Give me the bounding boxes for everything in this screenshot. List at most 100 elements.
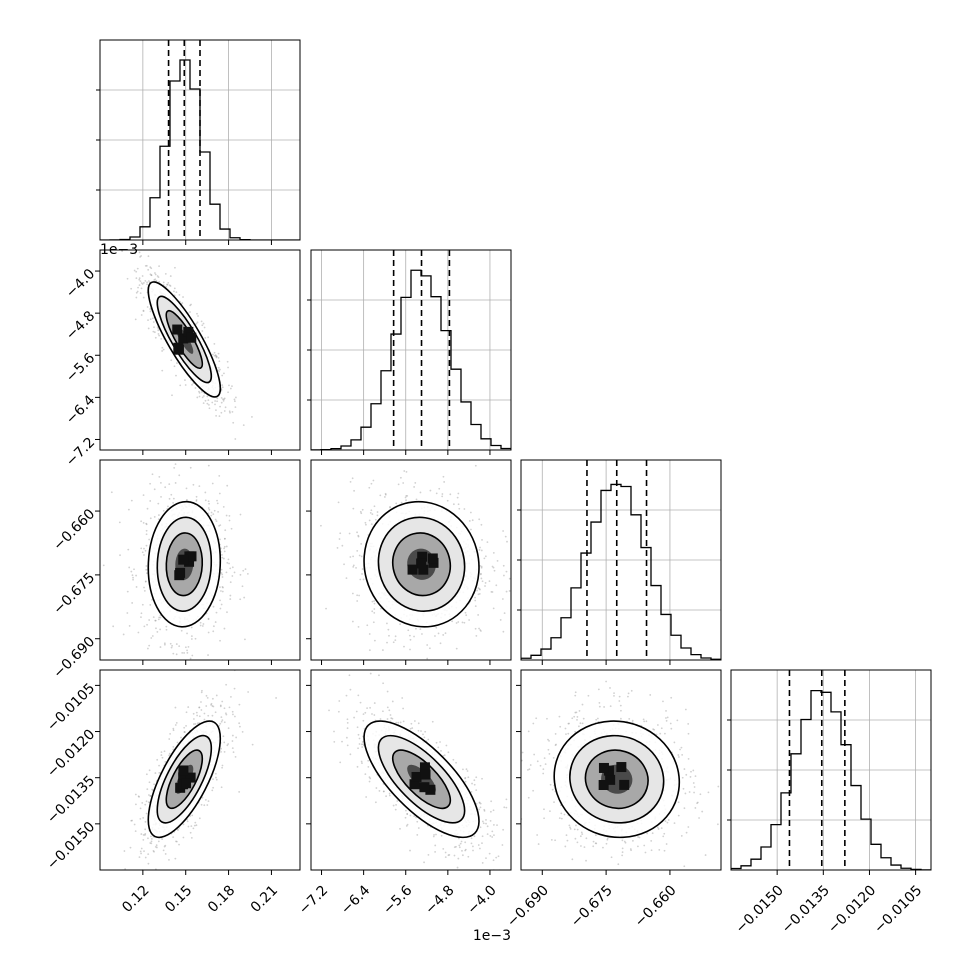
scatter-point [234, 755, 237, 758]
scatter-point [131, 602, 134, 604]
scatter-point [442, 681, 444, 683]
scatter-point [150, 835, 152, 838]
scatter-point [224, 529, 227, 532]
scatter-point [473, 835, 476, 838]
axes-frame [310, 249, 512, 451]
scatter-point [474, 605, 477, 608]
scatter-point [346, 718, 349, 721]
scatter-point [244, 638, 246, 641]
scatter-point [147, 327, 150, 330]
scatter-point [439, 741, 441, 743]
scatter-point [125, 873, 127, 875]
scatter-point [169, 275, 172, 277]
scatter-point [471, 519, 474, 522]
scatter-point [157, 618, 160, 621]
scatter-point [172, 746, 175, 748]
scatter-point [470, 842, 473, 845]
scatter-point [223, 721, 226, 724]
scatter-point [480, 566, 483, 569]
scatter-point [243, 596, 246, 599]
scatter-point [364, 711, 367, 714]
scatter-point [155, 627, 157, 630]
scatter-point [447, 751, 450, 754]
scatter-point [549, 783, 552, 786]
scatter-point [216, 400, 219, 403]
scatter-point [162, 348, 165, 351]
scatter-point [218, 525, 220, 527]
scatter-point [221, 590, 224, 593]
scatter-point [360, 760, 363, 763]
scatter-point [142, 816, 145, 819]
scatter-point [203, 804, 206, 807]
scatter-point [155, 844, 158, 847]
scatter-point [417, 827, 420, 829]
scatter-point [373, 611, 376, 614]
scatter-point [417, 722, 420, 725]
scatter-point [455, 845, 457, 848]
scatter-point [356, 549, 359, 552]
scatter-point [143, 625, 146, 628]
scatter-point [153, 783, 156, 786]
scatter-point [387, 628, 390, 631]
scatter-point [182, 823, 185, 826]
scatter-point [341, 544, 344, 547]
scatter-point [145, 264, 148, 267]
scatter-point [234, 400, 236, 403]
scatter-point [150, 274, 153, 277]
scatter-point [404, 816, 407, 819]
axes-frame [99, 669, 301, 871]
scatter-point [149, 794, 152, 797]
scatter-point [368, 780, 371, 783]
scatter-point [228, 706, 231, 709]
scatter-point [138, 856, 141, 859]
scatter-point [365, 523, 367, 526]
scatter-point [220, 750, 222, 753]
scatter-point [364, 521, 367, 524]
scatter-point [488, 852, 491, 855]
scatter-point [214, 354, 217, 356]
scatter-point [617, 863, 620, 866]
scatter-point [479, 546, 481, 549]
scatter-point [239, 598, 242, 601]
scatter-point [478, 801, 481, 804]
scatter-point [161, 350, 164, 352]
scatter-point [484, 585, 486, 587]
scatter-point [203, 718, 206, 721]
scatter-point [140, 255, 142, 257]
scatter-point [578, 710, 581, 712]
scatter-point [158, 764, 160, 767]
scatter-point [223, 750, 226, 753]
scatter-point [372, 479, 375, 482]
scatter-point [370, 482, 373, 485]
scatter-point [362, 743, 365, 746]
scatter-point [603, 706, 606, 708]
scatter-point [496, 824, 498, 827]
scatter-point [178, 645, 181, 648]
scatter-point [142, 521, 145, 524]
scatter-point [195, 322, 198, 325]
scatter-point [220, 568, 223, 571]
scatter-point [144, 580, 147, 583]
scatter-point [146, 306, 149, 308]
scatter-point [481, 777, 483, 780]
scatter-point [609, 687, 611, 689]
scatter-point [160, 495, 162, 498]
scatter-point [144, 265, 147, 267]
scatter-point [132, 578, 134, 581]
scatter-point [367, 765, 370, 768]
scatter-point [156, 631, 159, 633]
scatter-point [483, 808, 486, 811]
scatter-point [149, 482, 152, 485]
scatter-point [605, 680, 608, 683]
scatter-point [123, 850, 126, 852]
scatter-point [154, 772, 157, 774]
scatter-point [502, 530, 505, 532]
scatter-point [214, 518, 217, 521]
scatter-point [174, 482, 177, 484]
scatter-point [182, 296, 184, 298]
scatter-point [480, 630, 482, 632]
scatter-point [461, 854, 464, 857]
scatter-point [434, 851, 437, 853]
scatter-point [219, 705, 222, 708]
scatter-point [220, 396, 223, 399]
